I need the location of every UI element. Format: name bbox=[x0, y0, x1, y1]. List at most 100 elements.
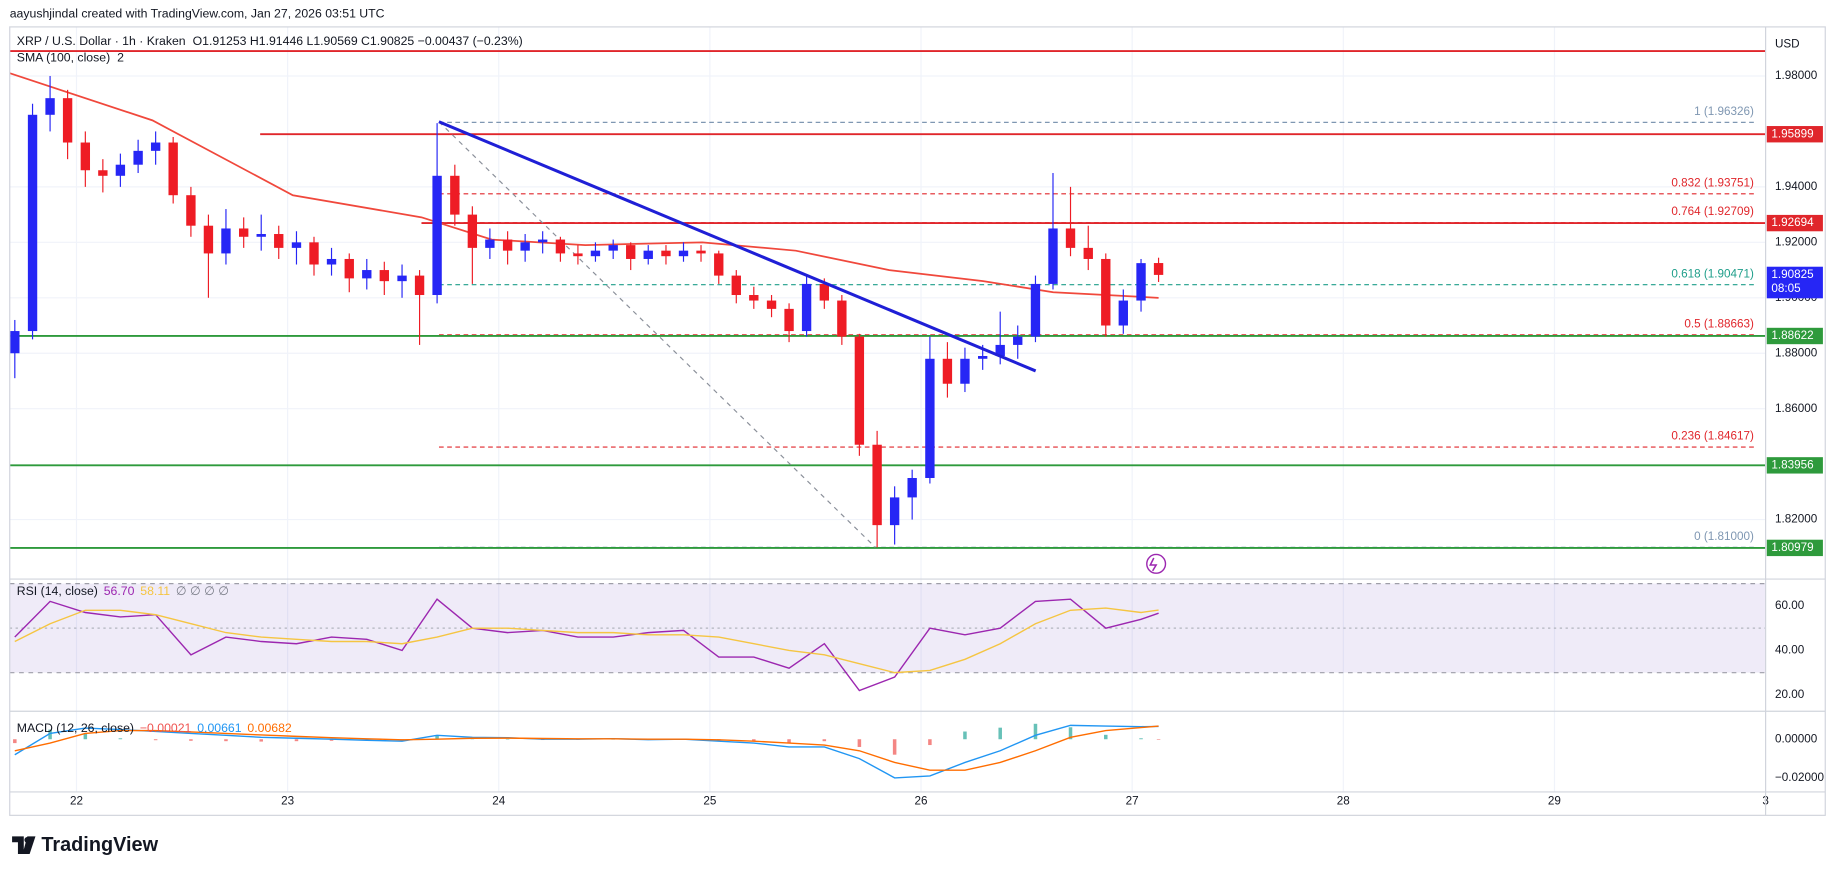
candle-body bbox=[27, 114, 38, 332]
candle-body bbox=[80, 142, 91, 171]
replay-icon-bolt bbox=[1149, 557, 1158, 572]
rsi-legend-value: 56.70 bbox=[104, 584, 135, 598]
candle-body bbox=[10, 331, 20, 354]
macd-histogram-bar bbox=[1104, 734, 1108, 740]
candle-body bbox=[274, 234, 284, 248]
macd-histogram-bar bbox=[329, 739, 334, 741]
candle-body bbox=[854, 336, 865, 445]
logo-dot bbox=[24, 836, 31, 843]
candle-body bbox=[133, 150, 143, 165]
x-tick-label: 26 bbox=[915, 794, 928, 807]
candle-body bbox=[397, 275, 407, 282]
x-tick-label: 24 bbox=[492, 794, 506, 807]
candle-body bbox=[837, 300, 847, 337]
level-axis-box bbox=[1766, 457, 1823, 474]
candle-body bbox=[555, 239, 566, 254]
rsi-tick-label: 20.00 bbox=[1775, 688, 1805, 701]
macd-legend-value: 0.00661 bbox=[197, 721, 242, 735]
macd-histogram-bar bbox=[822, 739, 827, 742]
macd-legend-value: −0.00021 bbox=[140, 721, 192, 735]
macd-histogram-bar bbox=[752, 739, 756, 742]
macd-histogram-bar bbox=[259, 739, 263, 742]
macd-legend-value: 0.00682 bbox=[247, 721, 292, 735]
macd-histogram-bar bbox=[189, 739, 193, 741]
level-axis-label: 1.88622 bbox=[1771, 329, 1813, 342]
candle-body bbox=[819, 283, 830, 301]
candle-body bbox=[907, 478, 917, 498]
macd-histogram-bar bbox=[998, 727, 1002, 740]
macd-histogram-bar bbox=[224, 739, 228, 742]
macd-tick-label: −0.02000 bbox=[1775, 771, 1825, 784]
rsi-legend-value: 58.11 bbox=[140, 584, 170, 598]
candle-body bbox=[362, 270, 372, 279]
rsi-line bbox=[14, 607, 1159, 674]
macd-line bbox=[14, 725, 1159, 771]
candle-body bbox=[291, 242, 302, 248]
candle-body bbox=[414, 275, 425, 296]
candle-body bbox=[326, 258, 337, 265]
candle-body bbox=[995, 344, 1005, 357]
macd-histogram-bar bbox=[1156, 739, 1161, 740]
x-tick-label: 27 bbox=[1126, 794, 1139, 807]
fib-label: 0.618 (1.90471) bbox=[1671, 267, 1754, 280]
logo: TradingView bbox=[12, 834, 159, 856]
candle-body bbox=[379, 270, 389, 282]
candle-body bbox=[573, 253, 583, 257]
candle-body bbox=[485, 239, 495, 248]
candle-body bbox=[115, 164, 126, 176]
candle-body bbox=[643, 250, 653, 259]
macd-histogram-bar bbox=[505, 738, 510, 740]
logo-text: TradingView bbox=[41, 834, 158, 856]
fib-label: 1 (1.96326) bbox=[1694, 105, 1754, 118]
trendline bbox=[438, 120, 1037, 373]
sma-legend: SMA (100, close) 2 bbox=[17, 51, 124, 65]
rsi-tick-label: 40.00 bbox=[1775, 643, 1805, 656]
currency[interactable]: USD bbox=[1775, 38, 1800, 51]
level-axis-box bbox=[1766, 539, 1823, 557]
x-tick-label: 29 bbox=[1548, 794, 1561, 807]
candle-body bbox=[1101, 258, 1111, 326]
candle-body bbox=[1013, 336, 1023, 345]
candle-body bbox=[925, 358, 935, 479]
macd-histogram-bar bbox=[963, 731, 967, 740]
candle-body bbox=[626, 245, 636, 259]
candle-body bbox=[978, 356, 988, 359]
grid bbox=[9, 26, 1767, 792]
macd-histogram-bar bbox=[118, 738, 123, 740]
macd-histogram-bar bbox=[48, 729, 52, 740]
candle-body bbox=[1065, 228, 1076, 248]
rsi-legend: RSI (14, close) 56.70 58.11 ∅ ∅ ∅ ∅ bbox=[17, 584, 229, 598]
y-tick-label: 1.82000 bbox=[1775, 513, 1818, 526]
x-tick-label: 23 bbox=[281, 794, 294, 807]
level-axis-box bbox=[1766, 214, 1823, 232]
x-tick-label: 28 bbox=[1337, 794, 1350, 807]
y-tick-label: 1.94000 bbox=[1775, 180, 1818, 193]
replay-icon[interactable] bbox=[1146, 553, 1167, 574]
macd-tick-label: 0.00000 bbox=[1775, 732, 1818, 745]
rsi-line bbox=[14, 598, 1159, 692]
fib-label: 0.764 (1.92709) bbox=[1671, 205, 1754, 218]
fib-diagonal bbox=[438, 121, 876, 548]
sma-line bbox=[9, 72, 1159, 299]
candle-body bbox=[256, 234, 266, 237]
attribution: aayushjindal created with TradingView.co… bbox=[10, 6, 385, 20]
sma-badge: 2 bbox=[117, 51, 124, 65]
macd-histogram-bar bbox=[83, 733, 88, 740]
candle-body bbox=[45, 98, 55, 115]
symbol-title: XRP / U.S. Dollar · 1h · Kraken bbox=[17, 34, 186, 48]
candle-body bbox=[872, 444, 882, 526]
candle-body bbox=[1136, 263, 1146, 301]
macd-histogram-bar bbox=[1033, 723, 1038, 740]
candle-body bbox=[1118, 300, 1128, 326]
macd-histogram-bar bbox=[153, 739, 158, 741]
symbol-header: XRP / U.S. Dollar · 1h · Kraken O1.91253 … bbox=[17, 34, 523, 48]
ohlc-values: O1.91253 H1.91446 L1.90569 C1.90825 −0.0… bbox=[193, 34, 523, 48]
macd-histogram-bar bbox=[1068, 727, 1073, 740]
candle-body bbox=[168, 142, 178, 196]
macd-histogram-bar bbox=[857, 739, 862, 747]
macd-histogram-bar bbox=[928, 739, 932, 746]
candle-body bbox=[502, 239, 513, 251]
y-tick-label: 1.88000 bbox=[1775, 346, 1818, 359]
